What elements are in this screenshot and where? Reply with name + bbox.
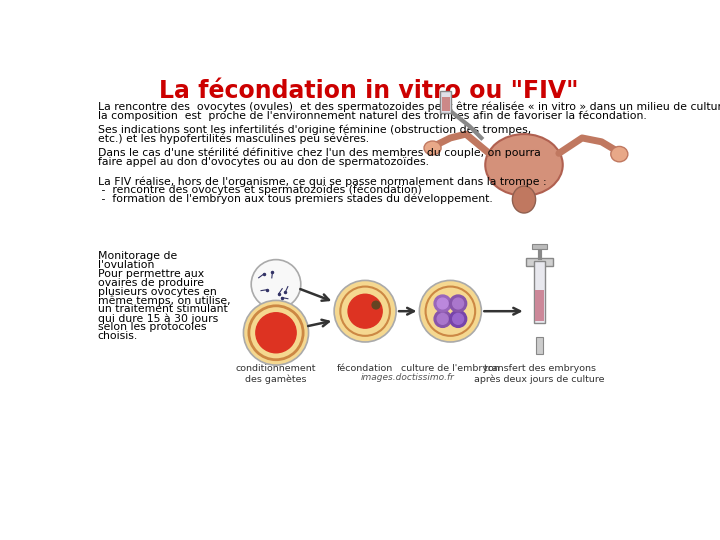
Text: culture de l'embryon: culture de l'embryon — [401, 363, 500, 373]
Ellipse shape — [485, 134, 563, 195]
Text: faire appel au don d'ovocytes ou au don de spermatozoïdes.: faire appel au don d'ovocytes ou au don … — [98, 157, 428, 167]
Text: selon les protocoles: selon les protocoles — [98, 322, 206, 332]
Circle shape — [334, 280, 396, 342]
Circle shape — [453, 298, 464, 309]
Text: l'ovulation: l'ovulation — [98, 260, 154, 270]
Text: La fécondation in vitro ou "FIV": La fécondation in vitro ou "FIV" — [159, 79, 579, 103]
Circle shape — [453, 314, 464, 325]
Circle shape — [437, 298, 448, 309]
Ellipse shape — [513, 186, 536, 213]
Text: etc.) et les hypofertilités masculines peu sévères.: etc.) et les hypofertilités masculines p… — [98, 133, 369, 144]
Circle shape — [437, 314, 448, 325]
Circle shape — [419, 280, 482, 342]
Text: conditionnement
des gamètes: conditionnement des gamètes — [235, 363, 316, 383]
Text: La rencontre des  ovocytes (ovules)  et des spermatozoides peut être réalisée « : La rencontre des ovocytes (ovules) et de… — [98, 102, 720, 112]
Text: -  formation de l'embryon aux tous premiers stades du développement.: - formation de l'embryon aux tous premie… — [98, 194, 492, 204]
Circle shape — [348, 294, 382, 328]
Text: Monitorage de: Monitorage de — [98, 251, 177, 261]
Circle shape — [449, 295, 467, 312]
Circle shape — [256, 313, 296, 353]
Ellipse shape — [611, 146, 628, 162]
Circle shape — [434, 295, 451, 312]
FancyBboxPatch shape — [535, 291, 544, 321]
Text: images.doctissimo.fr: images.doctissimo.fr — [361, 373, 455, 382]
Ellipse shape — [424, 141, 441, 155]
Text: Ses indications sont les infertilités d'origine féminine (obstruction des trompe: Ses indications sont les infertilités d'… — [98, 125, 531, 136]
Text: même temps, on utilise,: même temps, on utilise, — [98, 295, 230, 306]
Circle shape — [243, 300, 309, 365]
FancyBboxPatch shape — [441, 91, 451, 112]
FancyBboxPatch shape — [532, 244, 547, 249]
Text: Pour permettre aux: Pour permettre aux — [98, 269, 204, 279]
Text: La FIV réalise, hors de l'organisme, ce qui se passe normalement dans la trompe : La FIV réalise, hors de l'organisme, ce … — [98, 176, 546, 187]
Text: ovaires de produire: ovaires de produire — [98, 278, 204, 288]
FancyBboxPatch shape — [442, 97, 449, 111]
Text: transfert des embryons
après deux jours de culture: transfert des embryons après deux jours … — [474, 363, 605, 383]
Text: la composition  est  proche de l'environnement naturel des trompes afin de favor: la composition est proche de l'environne… — [98, 111, 647, 121]
Text: -  rencontre des ovocytes et spermatozoïdes (fécondation): - rencontre des ovocytes et spermatozoïd… — [98, 185, 422, 195]
Text: Dans le cas d'une stérilité définitive chez l'un des membres du couple, on pourr: Dans le cas d'une stérilité définitive c… — [98, 148, 541, 158]
Text: un traitement stimulant: un traitement stimulant — [98, 304, 228, 314]
Text: qui dure 15 à 30 jours: qui dure 15 à 30 jours — [98, 313, 218, 323]
Circle shape — [434, 310, 451, 327]
Circle shape — [372, 301, 380, 309]
Text: choisis.: choisis. — [98, 331, 138, 341]
Text: plusieurs ovocytes en: plusieurs ovocytes en — [98, 287, 217, 296]
Circle shape — [251, 260, 301, 309]
Circle shape — [449, 310, 467, 327]
Text: fécondation: fécondation — [337, 363, 393, 373]
FancyBboxPatch shape — [526, 258, 554, 266]
FancyBboxPatch shape — [536, 336, 543, 354]
FancyBboxPatch shape — [534, 261, 545, 323]
